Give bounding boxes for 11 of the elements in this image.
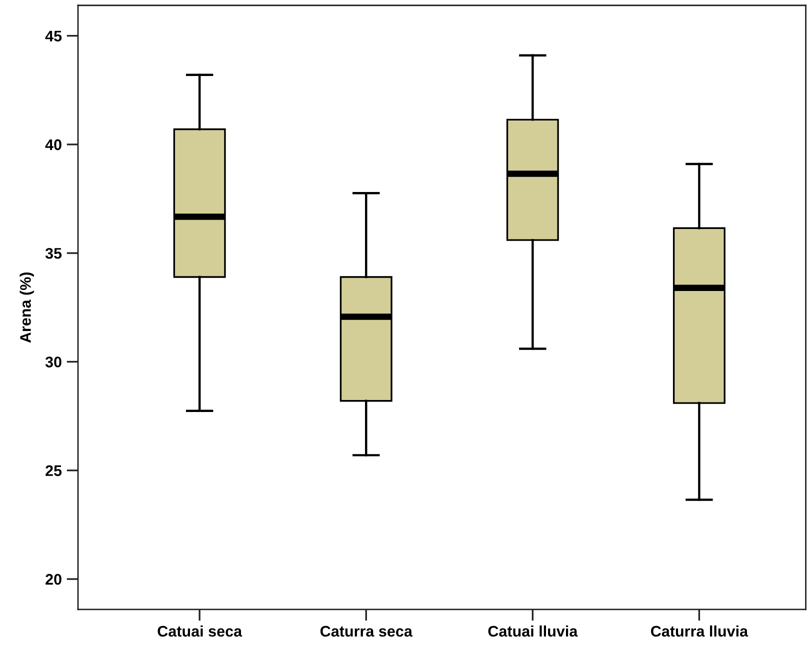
y-tick-label: 40 — [45, 139, 62, 150]
y-tick-label: 30 — [45, 356, 62, 368]
y-tick-label: 25 — [46, 465, 62, 476]
x-tick-label: Catuai lluvia — [488, 625, 578, 637]
x-tick-label: Caturra lluvia — [651, 625, 748, 637]
y-tick-label: 45 — [45, 30, 62, 42]
y-tick-label: 20 — [46, 574, 62, 585]
x-tick-label: Catuai seca — [158, 625, 242, 637]
y-axis-title: Arena (%) — [20, 272, 34, 343]
y-tick-label: 35 — [45, 248, 62, 259]
x-tick-label: Caturra seca — [320, 626, 413, 637]
